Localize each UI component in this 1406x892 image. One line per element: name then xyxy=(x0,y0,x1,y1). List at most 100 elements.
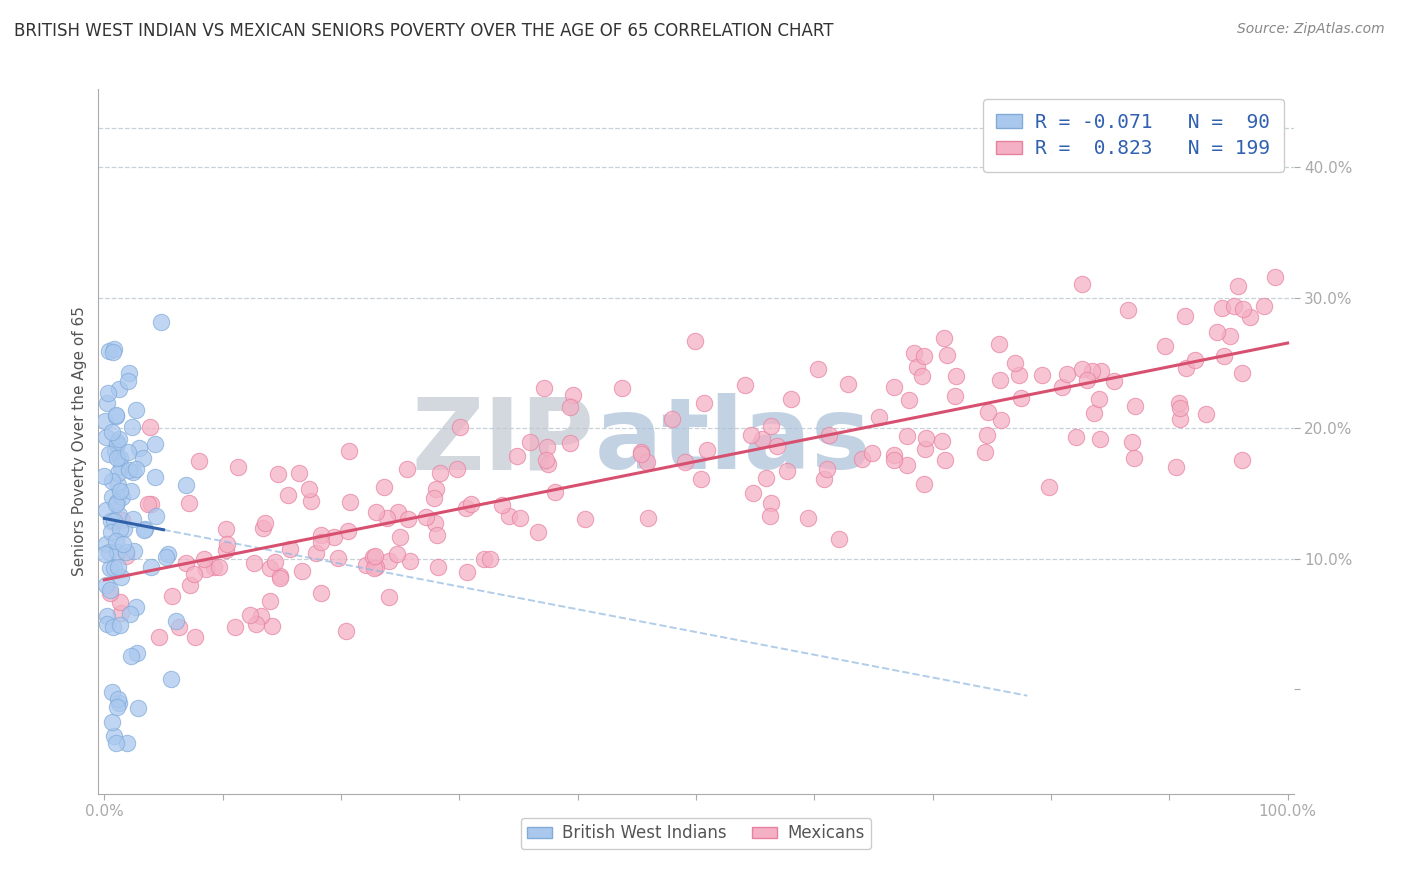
Point xyxy=(1166,460,1188,475)
Point xyxy=(446,462,468,476)
Point xyxy=(125,462,148,476)
Point xyxy=(696,443,718,458)
Point xyxy=(242,556,264,570)
Point xyxy=(112,522,135,536)
Point xyxy=(111,491,134,505)
Point xyxy=(339,494,361,508)
Point xyxy=(1206,326,1229,340)
Point xyxy=(155,549,177,564)
Point xyxy=(977,404,1000,418)
Point xyxy=(267,467,290,481)
Point xyxy=(239,608,262,623)
Point xyxy=(101,425,124,439)
Point xyxy=(536,440,558,454)
Point xyxy=(94,537,117,551)
Point xyxy=(165,614,187,628)
Point xyxy=(264,555,287,569)
Point xyxy=(375,511,398,525)
Point xyxy=(122,544,145,558)
Point xyxy=(1222,299,1244,313)
Point xyxy=(101,685,124,699)
Point xyxy=(118,607,141,621)
Point xyxy=(124,600,146,615)
Point xyxy=(519,434,541,449)
Point xyxy=(1116,302,1139,317)
Point xyxy=(883,453,905,467)
Point xyxy=(1227,279,1250,293)
Point xyxy=(388,530,411,544)
Point xyxy=(426,560,449,574)
Point xyxy=(973,445,995,459)
Point xyxy=(612,381,634,395)
Point xyxy=(98,561,121,575)
Point xyxy=(1264,269,1286,284)
Point xyxy=(396,512,419,526)
Point xyxy=(1232,453,1254,467)
Point xyxy=(796,510,818,524)
Point xyxy=(96,578,118,592)
Point xyxy=(309,528,332,542)
Point xyxy=(311,535,333,549)
Point xyxy=(354,558,377,572)
Point xyxy=(945,368,967,383)
Y-axis label: Seniors Poverty Over the Age of 65: Seniors Poverty Over the Age of 65 xyxy=(72,307,87,576)
Point xyxy=(1167,396,1189,410)
Point xyxy=(305,546,328,560)
Point xyxy=(423,516,446,530)
Point xyxy=(179,577,201,591)
Point xyxy=(245,617,267,632)
Point xyxy=(322,530,344,544)
Point xyxy=(277,488,299,502)
Point xyxy=(174,477,197,491)
Point xyxy=(125,647,148,661)
Point xyxy=(506,450,529,464)
Point xyxy=(673,455,696,469)
Point xyxy=(741,485,763,500)
Point xyxy=(837,376,859,391)
Point xyxy=(934,331,956,345)
Point xyxy=(931,434,953,448)
Point xyxy=(108,508,131,522)
Point xyxy=(139,420,162,434)
Point xyxy=(449,420,471,434)
Point xyxy=(105,545,128,559)
Point xyxy=(1153,338,1175,352)
Point xyxy=(326,551,349,566)
Point xyxy=(905,360,928,375)
Point xyxy=(1071,361,1094,376)
Point xyxy=(426,528,449,542)
Point xyxy=(97,447,120,461)
Point xyxy=(1123,399,1146,413)
Point xyxy=(122,512,145,526)
Point xyxy=(422,491,444,505)
Point xyxy=(976,427,998,442)
Point xyxy=(509,511,531,525)
Point xyxy=(1004,356,1026,370)
Point xyxy=(1064,429,1087,443)
Point xyxy=(101,620,124,634)
Point xyxy=(184,630,207,644)
Point xyxy=(100,490,122,504)
Point xyxy=(828,532,851,546)
Point xyxy=(188,453,211,467)
Point xyxy=(883,448,905,462)
Point xyxy=(100,524,122,539)
Point xyxy=(1056,368,1078,382)
Point xyxy=(1076,373,1098,387)
Point xyxy=(990,374,1012,388)
Point xyxy=(740,428,762,442)
Point xyxy=(815,462,838,476)
Point xyxy=(132,451,155,466)
Point xyxy=(108,522,131,536)
Point xyxy=(103,514,125,528)
Point xyxy=(1175,361,1198,376)
Point xyxy=(110,569,132,583)
Point xyxy=(132,523,155,537)
Point xyxy=(912,476,935,491)
Point xyxy=(160,589,183,603)
Point xyxy=(117,445,139,459)
Point xyxy=(456,501,478,516)
Point xyxy=(309,585,332,599)
Point xyxy=(943,389,966,403)
Point xyxy=(661,412,683,426)
